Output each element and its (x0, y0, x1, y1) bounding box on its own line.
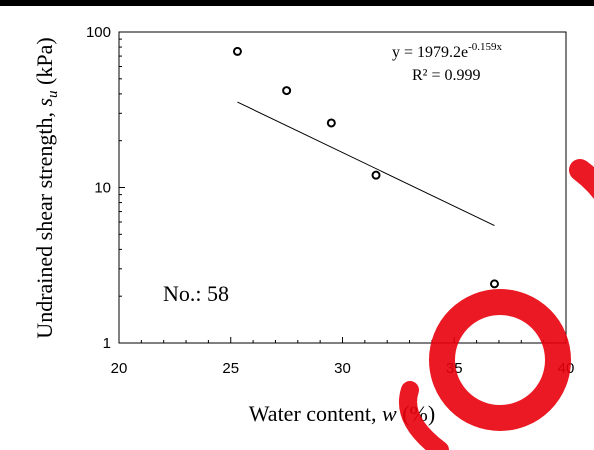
trendline-equation: y = 1979.2e-0.159x (392, 41, 503, 61)
x-tick-label: 40 (558, 360, 575, 377)
y-axis-label: Undrained shear strength, su (kPa) (32, 37, 61, 338)
data-point (232, 46, 242, 56)
x-tick-label: 30 (334, 360, 351, 377)
x-tick-label: 20 (111, 360, 128, 377)
data-point (326, 118, 336, 128)
x-tick-label: 35 (446, 360, 463, 377)
y-tick-label: 10 (94, 180, 111, 197)
sample-number-label: No.: 58 (163, 281, 229, 306)
r-squared-label: R² = 0.999 (412, 67, 481, 84)
y-tick-label: 100 (86, 24, 111, 41)
trendline (237, 101, 495, 226)
top-border-bar (0, 0, 594, 6)
y-tick-label: 1 (103, 335, 111, 352)
x-tick-label: 25 (222, 360, 239, 377)
data-point (371, 170, 381, 180)
x-axis-label: Water content, w (%) (249, 401, 435, 426)
data-point (282, 86, 292, 96)
data-point (489, 279, 499, 289)
